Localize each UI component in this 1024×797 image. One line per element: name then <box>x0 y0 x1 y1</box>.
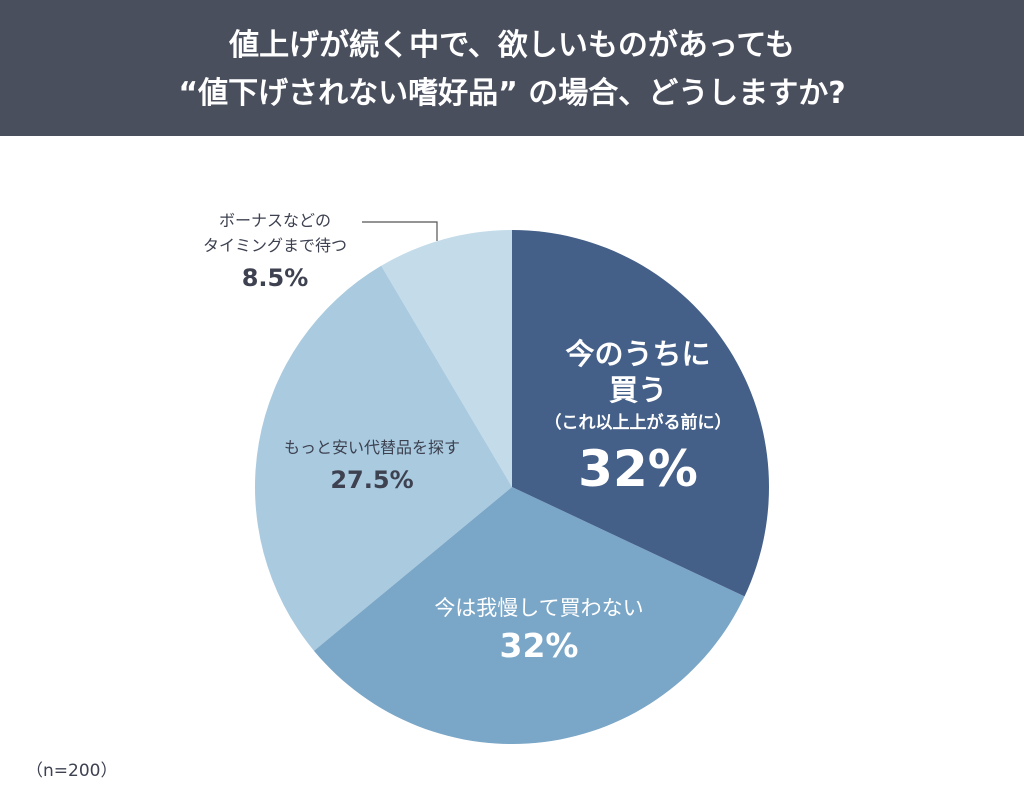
pie-slice-hold-off <box>313 487 745 744</box>
pie-slice-substitute <box>254 265 512 651</box>
value-label: 27.5% <box>330 466 414 494</box>
value-label: 32% <box>578 440 698 498</box>
label-line: （これ以上上がる前に） <box>544 413 732 433</box>
label-line: 買う <box>608 373 667 407</box>
title-line-2: “値下げされない嗜好品” の場合、どうしますか? <box>178 76 846 111</box>
slice-label-hold-off: 今は我慢して買わない 32% <box>394 593 684 669</box>
pie-slice-wait-bonus <box>381 230 512 487</box>
label-line: ボーナスなどの <box>218 211 331 230</box>
leader-line <box>362 221 438 241</box>
label-line: もっと安い代替品を探す <box>283 438 460 457</box>
title-banner: 値上げが続く中で、欲しいものがあっても “値下げされない嗜好品” の場合、どうし… <box>0 0 1024 136</box>
sample-size-note: （n=200） <box>26 761 118 781</box>
pie-slice-buy-now <box>512 230 769 597</box>
label-line: タイミングまで待つ <box>202 236 347 255</box>
slice-label-buy-now: 今のうちに 買う （これ以上上がる前に） 32% <box>528 336 748 500</box>
slice-label-wait-bonus: ボーナスなどの タイミングまで待つ 8.5% <box>190 208 360 298</box>
slice-label-substitute: もっと安い代替品を探す 27.5% <box>262 436 482 500</box>
label-line: 今は我慢して買わない <box>434 596 644 620</box>
value-label: 8.5% <box>241 264 309 292</box>
title-line-1: 値上げが続く中で、欲しいものがあっても <box>229 28 795 63</box>
value-label: 32% <box>499 626 579 665</box>
label-line: 今のうちに <box>565 337 711 371</box>
